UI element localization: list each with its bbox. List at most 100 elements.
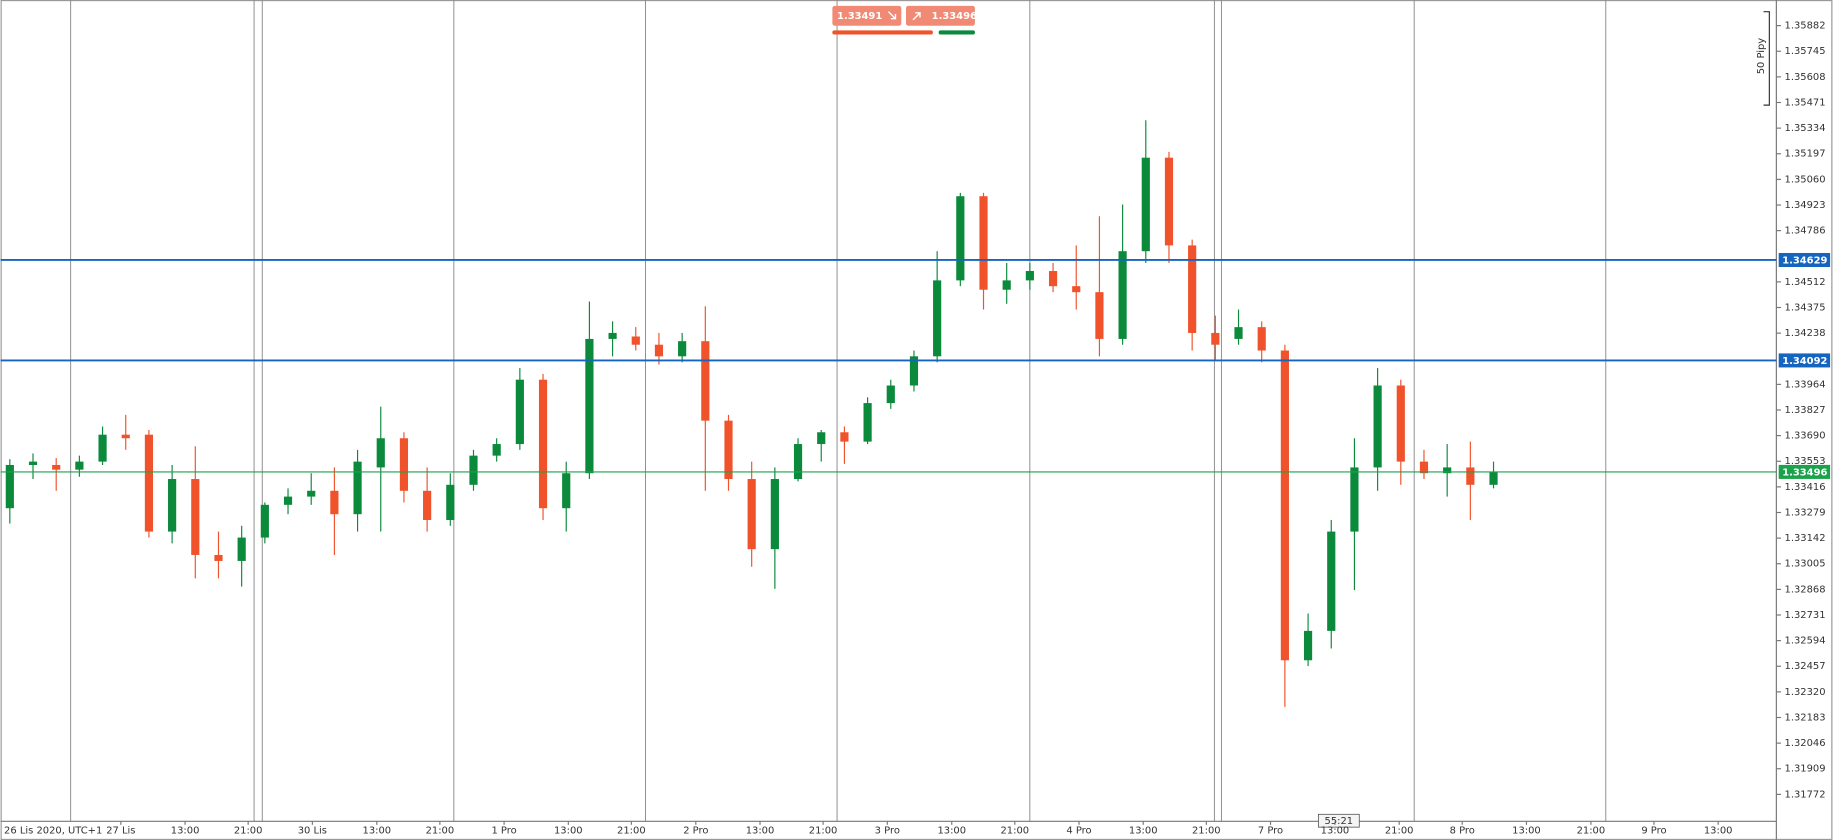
countdown-text: 55:21 (1325, 816, 1354, 827)
candle-body (283, 496, 293, 505)
x-tick-label: 13:00 (363, 826, 392, 837)
candle-body (5, 464, 14, 509)
candle-body (399, 438, 409, 491)
pip-label: 50 Pipy (1756, 38, 1767, 75)
x-tick-label: 13:00 (1321, 826, 1350, 837)
x-tick-label: 21:00 (1001, 826, 1030, 837)
buy-price: 1.33496 (932, 11, 977, 22)
candle-body (817, 432, 826, 445)
candle-body (724, 420, 733, 480)
y-tick-label: 1.35334 (1785, 123, 1826, 134)
buy-arrow (912, 12, 921, 21)
y-tick-label: 1.34512 (1785, 277, 1826, 288)
candle-body (956, 196, 965, 281)
y-tick-label: 1.32731 (1785, 610, 1826, 621)
candle-body (538, 379, 548, 509)
candle-body (515, 379, 524, 445)
y-tick-label: 1.33416 (1785, 482, 1826, 493)
day-separators (70, 0, 1607, 822)
candle-body (840, 432, 849, 442)
candle-body (1025, 271, 1034, 281)
candle-body (353, 461, 362, 515)
candle-body (1396, 385, 1405, 462)
candle-body (863, 403, 872, 442)
candle-body (1257, 327, 1266, 351)
candle-body (376, 438, 385, 468)
candle-body (909, 356, 919, 386)
y-tick-label: 1.32320 (1785, 687, 1826, 698)
level-label: 1.33496 (1782, 467, 1827, 478)
x-tick-label: 1 Pro (491, 826, 516, 837)
candle-body (886, 385, 895, 404)
sell-bar (832, 30, 933, 35)
candle-body (1164, 157, 1174, 246)
candle-body (1141, 157, 1150, 252)
x-tick-label: 8 Pro (1450, 826, 1475, 837)
candle-body (1350, 467, 1359, 532)
level-label-box (1778, 252, 1831, 267)
x-tick-label: 13:00 (554, 826, 583, 837)
x-tick-label: 2 Pro (683, 826, 708, 837)
level-label-box (1778, 464, 1831, 479)
y-tick-label: 1.33964 (1785, 379, 1826, 390)
sell-price: 1.33491 (837, 11, 882, 22)
countdown: 55:21 (1317, 813, 1360, 828)
y-tick-label: 1.35060 (1785, 174, 1826, 185)
y-tick-label: 1.31909 (1785, 764, 1826, 775)
countdown-box (1317, 813, 1360, 828)
pip-bracket (1763, 11, 1770, 106)
x-tick-label: 13:00 (171, 826, 200, 837)
candle-body (701, 341, 710, 421)
candle-body (1280, 350, 1289, 661)
level-label-box (1778, 353, 1831, 368)
candle-body (446, 484, 455, 520)
buy-button[interactable] (905, 5, 975, 26)
y-tick-label: 1.33690 (1785, 431, 1826, 442)
candle-body (307, 490, 316, 497)
y-tick-label: 1.33553 (1785, 456, 1826, 467)
y-tick-label: 1.34923 (1785, 200, 1826, 211)
x-tick-label: 27 Lis (106, 826, 135, 837)
y-tick-label: 1.32046 (1785, 738, 1826, 749)
candle-body (678, 341, 687, 357)
y-tick-label: 1.34375 (1785, 302, 1826, 313)
candle-body (214, 554, 223, 561)
candle-body (770, 479, 779, 550)
sell-arrow (887, 11, 897, 20)
candle-body (1303, 630, 1313, 661)
candle-body (330, 490, 339, 515)
candle-body (1373, 385, 1382, 468)
candle-body (1072, 286, 1081, 293)
y-tick-label: 1.33279 (1785, 507, 1826, 518)
candle-body (562, 473, 571, 509)
candle-body (98, 434, 107, 462)
x-tick-label: 30 Lis (298, 826, 327, 837)
x-tick-label: 7 Pro (1258, 826, 1283, 837)
candle-body (608, 332, 617, 339)
y-tick-label: 1.33142 (1785, 533, 1826, 544)
level-label: 1.34629 (1782, 256, 1827, 267)
candle-body (933, 280, 942, 357)
candle-body (1419, 461, 1429, 474)
candle-body (1443, 467, 1452, 474)
candle-body (52, 464, 61, 470)
candle-body (75, 461, 84, 470)
candle-body (1489, 471, 1498, 485)
y-tick-label: 1.35745 (1785, 46, 1826, 57)
candle-body (1002, 280, 1011, 290)
y-tick-label: 1.34238 (1785, 328, 1826, 339)
x-start-label: 26 Lis 2020, UTC+1 (4, 826, 102, 837)
y-tick-label: 1.32457 (1785, 661, 1826, 672)
pip-range: 50 Pipy (1756, 11, 1770, 106)
level-label: 1.34092 (1782, 356, 1827, 367)
candle-body (1188, 245, 1197, 333)
x-tick-label: 21:00 (234, 826, 263, 837)
x-tick-label: 13:00 (1512, 826, 1541, 837)
y-tick-label: 1.33827 (1785, 405, 1826, 416)
sell-button[interactable] (832, 5, 902, 26)
candle-body (191, 479, 200, 555)
quote-panel: 1.33491 1.33496 (832, 5, 977, 35)
x-tick-label: 21:00 (809, 826, 838, 837)
candle-body (1234, 327, 1243, 339)
y-tick-label: 1.32594 (1785, 636, 1826, 647)
